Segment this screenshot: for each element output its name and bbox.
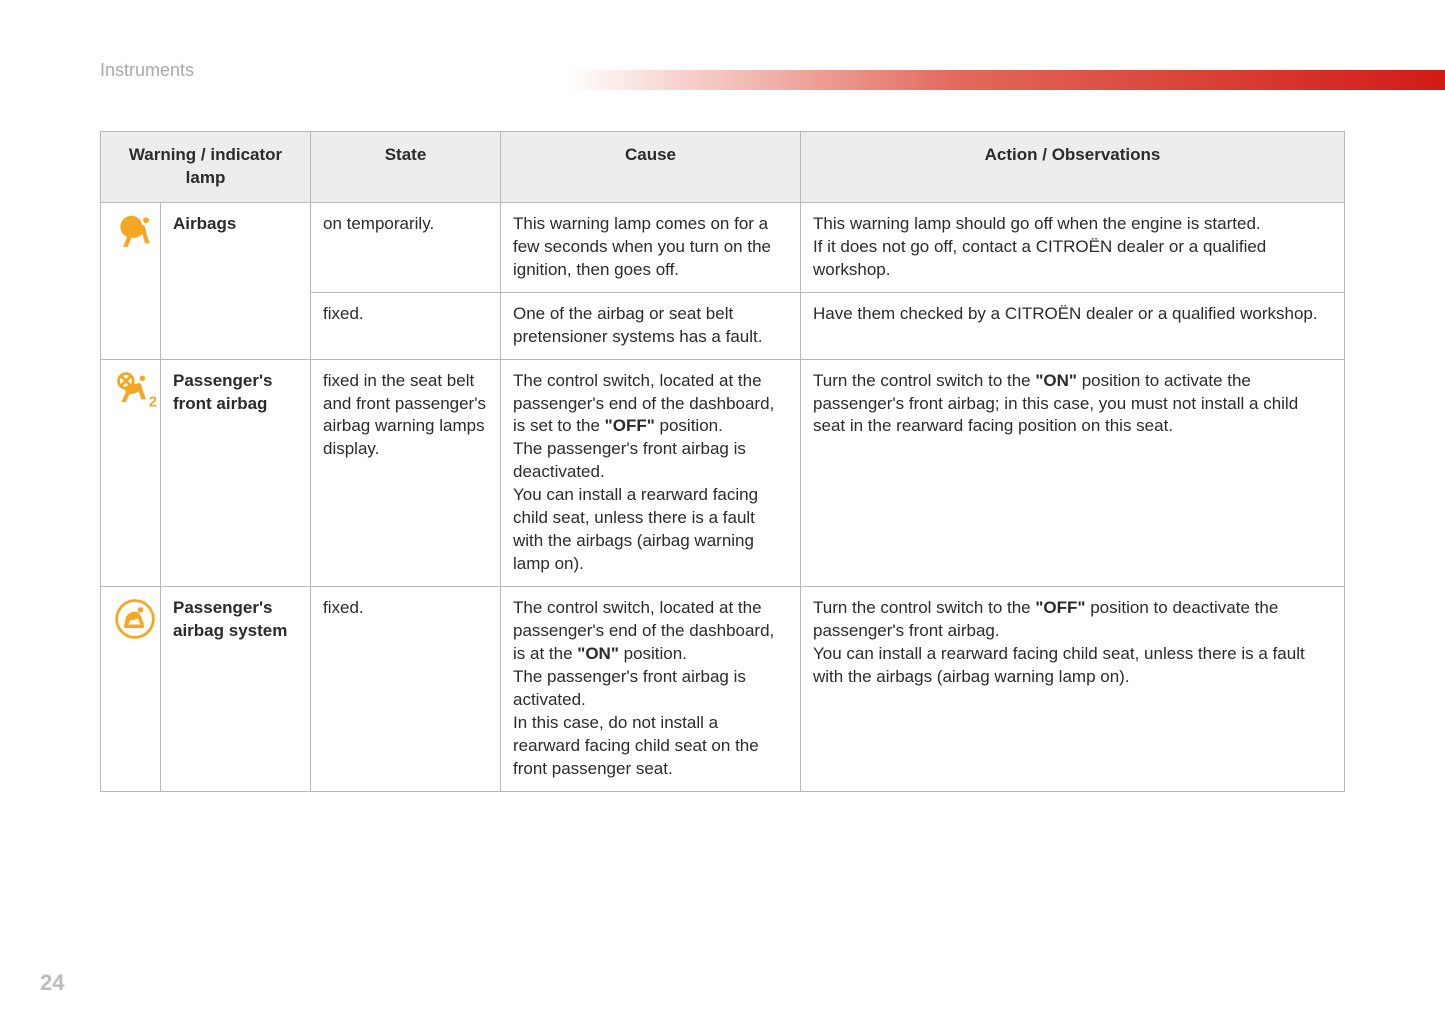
- lamp-name-cell: Passenger's front airbag: [161, 359, 311, 586]
- table-row: 2 Passenger's front airbag fixed in the …: [101, 359, 1345, 586]
- action-cell: Have them checked by a CITROËN dealer or…: [801, 292, 1345, 359]
- cause-cell: The control switch, located at the passe…: [501, 587, 801, 792]
- col-header-state: State: [311, 132, 501, 203]
- page-number: 24: [40, 970, 64, 996]
- warning-lamp-table: Warning / indicator lamp State Cause Act…: [100, 131, 1345, 792]
- col-header-cause: Cause: [501, 132, 801, 203]
- airbag-icon: [113, 213, 157, 257]
- lamp-icon-cell: [101, 587, 161, 792]
- lamp-name: Passenger's airbag system: [173, 598, 287, 640]
- col-header-action: Action / Observations: [801, 132, 1345, 203]
- airbag-off-icon: 2: [113, 370, 157, 414]
- svg-text:2: 2: [149, 394, 157, 410]
- lamp-name: Passenger's front airbag: [173, 371, 273, 413]
- lamp-name-cell: Passenger's airbag system: [161, 587, 311, 792]
- lamp-name-cell: Airbags: [161, 202, 311, 359]
- airbag-on-icon: [113, 597, 157, 641]
- cause-cell: The control switch, located at the passe…: [501, 359, 801, 586]
- header-red-bar: [565, 70, 1445, 90]
- manual-page: Instruments Warning / indicator lamp Sta…: [0, 0, 1445, 1026]
- col-header-lamp: Warning / indicator lamp: [101, 132, 311, 203]
- lamp-icon-cell: 2: [101, 359, 161, 586]
- cause-cell: One of the airbag or seat belt pretensio…: [501, 292, 801, 359]
- action-cell: Turn the control switch to the "ON" posi…: [801, 359, 1345, 586]
- table-row: Passenger's airbag system fixed. The con…: [101, 587, 1345, 792]
- cause-cell: This warning lamp comes on for a few sec…: [501, 202, 801, 292]
- lamp-icon-cell: [101, 202, 161, 359]
- state-cell: fixed.: [311, 587, 501, 792]
- table-header-row: Warning / indicator lamp State Cause Act…: [101, 132, 1345, 203]
- lamp-name: Airbags: [173, 214, 236, 233]
- action-cell: Turn the control switch to the "OFF" pos…: [801, 587, 1345, 792]
- action-cell: This warning lamp should go off when the…: [801, 202, 1345, 292]
- state-cell: fixed in the seat belt and front passeng…: [311, 359, 501, 586]
- state-cell: on temporarily.: [311, 202, 501, 292]
- state-cell: fixed.: [311, 292, 501, 359]
- table-row: Airbags on temporarily. This warning lam…: [101, 202, 1345, 292]
